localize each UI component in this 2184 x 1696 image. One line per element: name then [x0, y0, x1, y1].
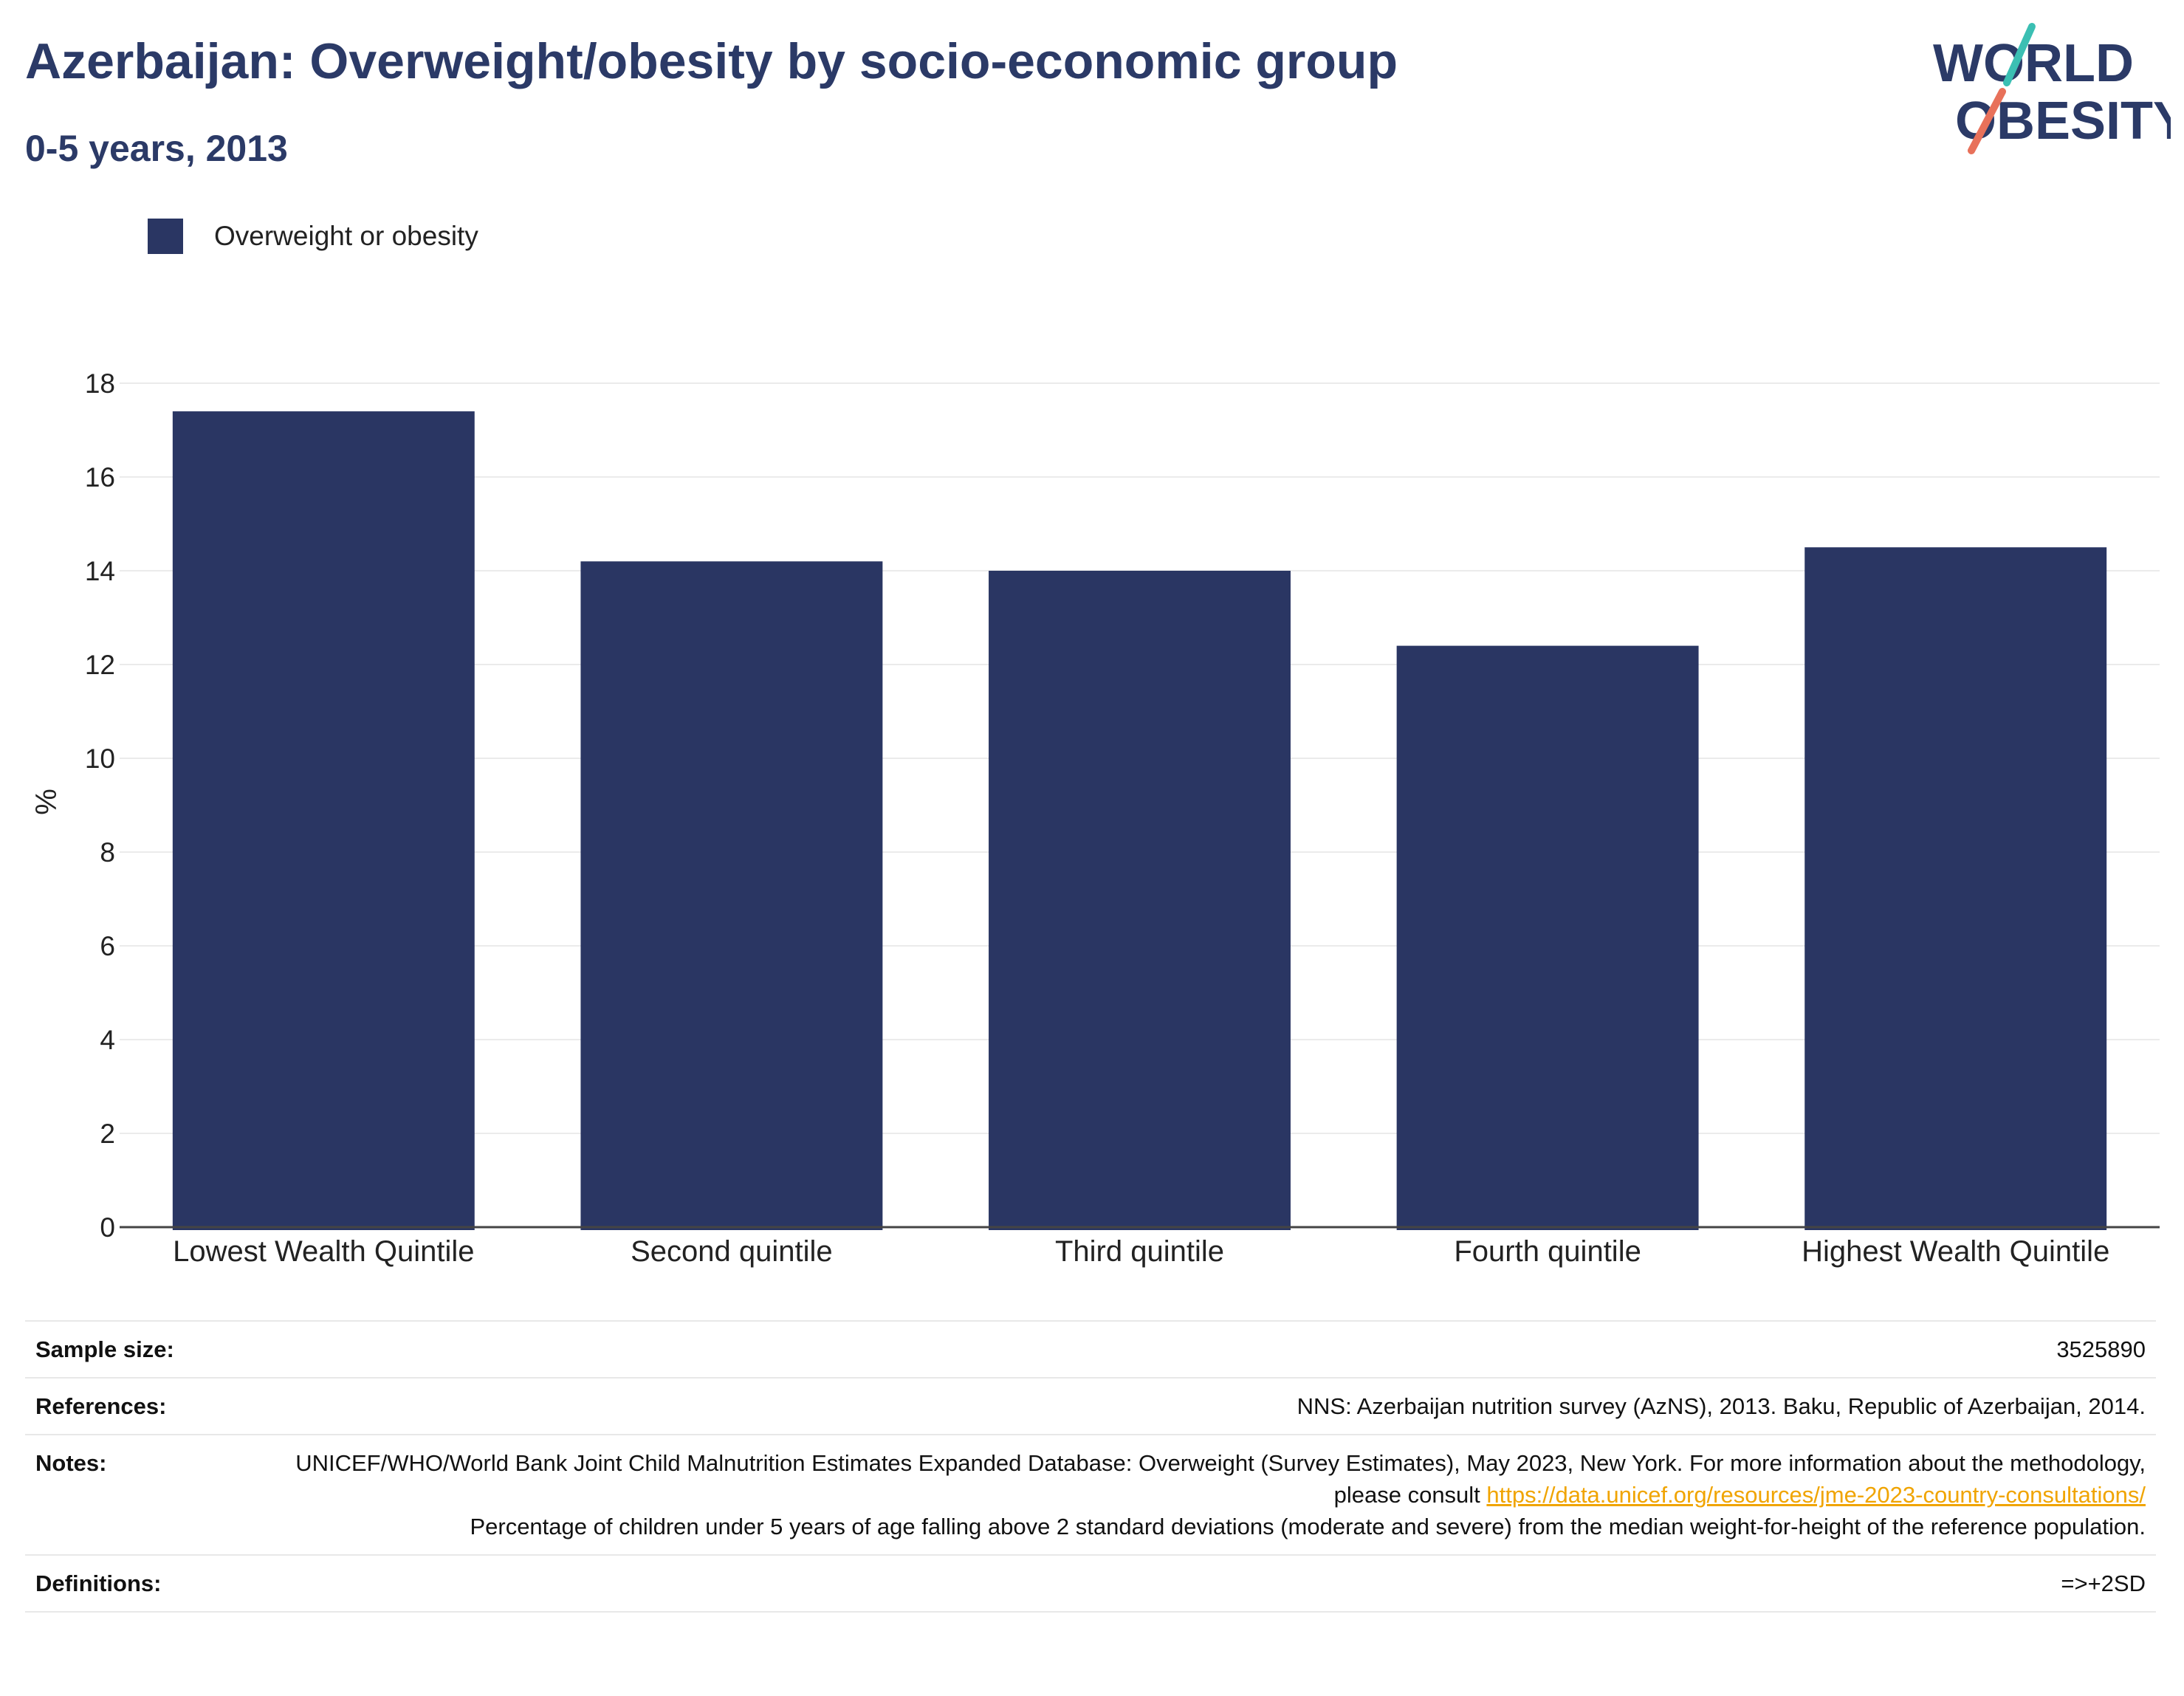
bar: [580, 561, 883, 1230]
logo-word-obesity: OBESITY: [1955, 92, 2171, 151]
notes-value: UNICEF/WHO/World Bank Joint Child Malnut…: [272, 1434, 2156, 1556]
definitions-label: Definitions:: [25, 1554, 272, 1613]
sample-size-row: Sample size: 3525890: [25, 1320, 2156, 1379]
bar: [1396, 645, 1699, 1230]
notes-label: Notes:: [25, 1434, 272, 1556]
y-tick-label: 12: [85, 650, 115, 680]
notes-row: Notes: UNICEF/WHO/World Bank Joint Child…: [25, 1434, 2156, 1556]
notes-text-1: UNICEF/WHO/World Bank Joint Child Malnut…: [295, 1450, 2146, 1508]
y-tick-label: 16: [85, 462, 115, 492]
y-tick-label: 10: [85, 744, 115, 774]
logo-word-world: WORLD: [1933, 34, 2134, 93]
legend-swatch: [148, 219, 183, 254]
bar-chart: 0 2 4 6 8 10 12 14 16 18 Lowest Wealth Quintile Se…: [30, 368, 2160, 1268]
world-obesity-logo: WORLD OBESITY: [1933, 23, 2171, 154]
y-tick-label: 0: [100, 1212, 115, 1243]
legend-label: Overweight or obesity: [214, 221, 478, 251]
y-tick-label: 18: [85, 368, 115, 399]
y-tick-label: 6: [100, 931, 115, 961]
references-row: References: NNS: Azerbaijan nutrition su…: [25, 1377, 2156, 1435]
bar: [1804, 547, 2107, 1230]
bar: [989, 571, 1291, 1230]
logo-slash-bottom: [1968, 88, 2006, 154]
definitions-row: Definitions: =>+2SD: [25, 1554, 2156, 1613]
x-tick-label: Highest Wealth Quintile: [1802, 1235, 2109, 1268]
notes-text-2: Percentage of children under 5 years of …: [470, 1514, 2146, 1539]
x-axis-labels: Lowest Wealth Quintile Second quintile Thi…: [173, 1235, 2109, 1268]
references-value: NNS: Azerbaijan nutrition survey (AzNS),…: [272, 1377, 2156, 1435]
y-tick-label: 2: [100, 1119, 115, 1149]
sample-size-value: 3525890: [272, 1320, 2156, 1379]
definitions-value: =>+2SD: [272, 1554, 2156, 1613]
x-tick-label: Third quintile: [1055, 1235, 1224, 1268]
y-tick-label: 14: [85, 556, 115, 586]
info-table: Sample size: 3525890 References: NNS: Az…: [25, 1320, 2156, 1613]
bars: [172, 411, 2107, 1230]
y-tick-label: 8: [100, 837, 115, 868]
methodology-link[interactable]: https://data.unicef.org/resources/jme-20…: [1486, 1482, 2146, 1508]
logo-slash-top: [2003, 23, 2036, 86]
chart-subtitle: 0-5 years, 2013: [25, 128, 288, 169]
references-label: References:: [25, 1377, 272, 1435]
y-tick-label: 4: [100, 1025, 115, 1055]
bar: [172, 411, 475, 1230]
sample-size-label: Sample size:: [25, 1320, 272, 1379]
y-axis-label: %: [30, 789, 63, 815]
x-tick-label: Lowest Wealth Quintile: [173, 1235, 474, 1268]
chart-title: Azerbaijan: Overweight/obesity by socio-…: [25, 33, 1398, 89]
x-tick-label: Second quintile: [631, 1235, 833, 1268]
x-tick-label: Fourth quintile: [1454, 1235, 1641, 1268]
legend: Overweight or obesity: [148, 219, 478, 254]
y-axis-ticks: 0 2 4 6 8 10 12 14 16 18: [85, 368, 115, 1243]
